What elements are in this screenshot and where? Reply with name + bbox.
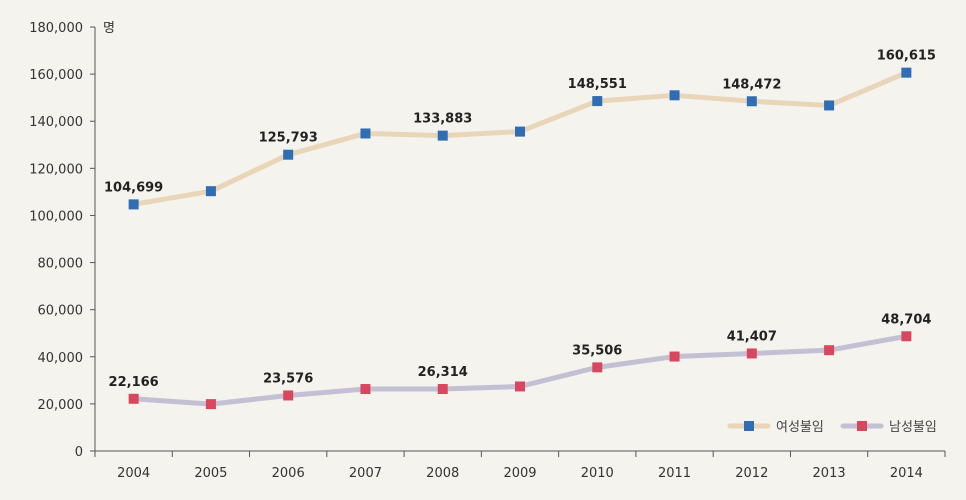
data-point	[437, 130, 448, 141]
x-tick-label: 2014	[890, 466, 923, 481]
legend-label-1: 여성불임	[776, 420, 824, 435]
data-point	[669, 90, 680, 101]
legend: 여성불임 남성불임	[727, 420, 937, 435]
data-label: 23,576	[263, 371, 313, 386]
x-tick-label: 2008	[426, 466, 459, 481]
x-tick-label: 2012	[735, 466, 768, 481]
y-tick-label: 140,000	[29, 115, 83, 130]
data-label: 148,551	[568, 77, 627, 92]
data-label: 160,615	[877, 49, 936, 64]
data-point	[669, 351, 680, 362]
data-point	[283, 149, 294, 160]
legend-marker-1	[744, 421, 754, 431]
data-point	[205, 186, 216, 197]
data-point	[515, 381, 525, 392]
y-tick-label: 0	[75, 445, 83, 460]
y-unit-label: 명	[103, 21, 115, 36]
x-tick-label: 2004	[117, 466, 150, 481]
y-tick-label: 40,000	[38, 351, 84, 366]
x-tick-label: 2009	[503, 466, 536, 481]
data-label: 148,472	[722, 77, 781, 92]
data-label: 133,883	[413, 112, 472, 127]
data-point	[824, 345, 835, 356]
data-label: 26,314	[418, 365, 468, 380]
x-tick-label: 2005	[194, 466, 227, 481]
data-label: 48,704	[881, 312, 931, 327]
series-lines	[131, 70, 909, 407]
data-point	[824, 100, 835, 111]
x-tick-label: 2007	[349, 466, 382, 481]
series-line-1	[131, 70, 909, 207]
data-point	[515, 126, 525, 137]
data-point	[592, 362, 603, 373]
data-label: 125,793	[259, 131, 318, 146]
legend-label-2: 남성불임	[889, 420, 937, 435]
x-tick-label: 2006	[272, 466, 305, 481]
data-point	[901, 331, 912, 342]
data-point	[746, 96, 757, 107]
series-markers	[128, 67, 912, 410]
data-label: 35,506	[572, 343, 622, 358]
y-tick-label: 60,000	[38, 304, 84, 319]
x-tick-label: 2013	[813, 466, 846, 481]
data-point	[128, 393, 139, 404]
series-line-2	[131, 333, 909, 407]
y-tick-label: 120,000	[29, 162, 83, 177]
data-point	[360, 128, 371, 139]
data-label: 41,407	[727, 329, 777, 344]
data-point	[901, 67, 912, 78]
x-tick-label: 2010	[581, 466, 614, 481]
data-point	[128, 199, 139, 210]
legend-marker-2	[857, 421, 867, 431]
y-tick-label: 180,000	[29, 21, 83, 36]
data-label: 22,166	[109, 375, 159, 390]
y-tick-label: 100,000	[29, 209, 83, 224]
data-point	[360, 384, 371, 395]
data-point	[437, 384, 448, 395]
data-label: 104,699	[104, 180, 163, 195]
y-tick-label: 160,000	[29, 68, 83, 83]
data-point	[205, 399, 216, 410]
data-labels: 104,699 125,793 133,883 148,551 148,472 160,6…	[104, 49, 936, 390]
data-point	[746, 348, 757, 359]
y-tick-label: 80,000	[38, 257, 84, 272]
data-point	[592, 96, 603, 107]
axes: 0 20,000 40,000 60,000 80,000 100,000 120,000 1…	[29, 21, 946, 481]
y-tick-label: 20,000	[38, 398, 84, 413]
data-point	[283, 390, 294, 401]
x-tick-label: 2011	[658, 466, 691, 481]
